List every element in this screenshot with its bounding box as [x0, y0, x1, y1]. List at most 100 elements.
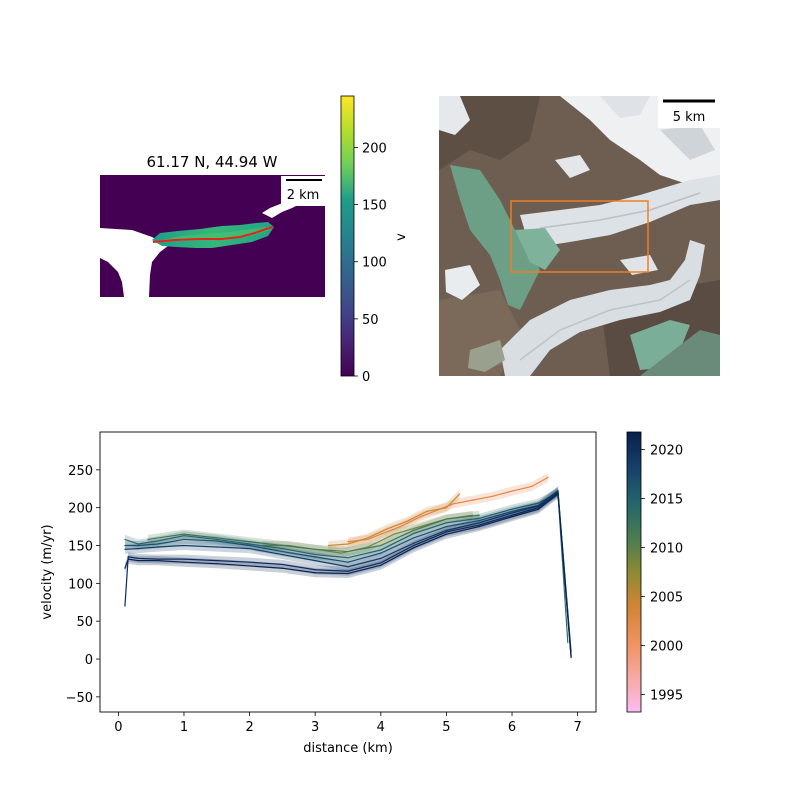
velocity-colorbar-tick-label: 200: [362, 141, 387, 156]
series-point: [281, 553, 283, 556]
series-point: [511, 516, 513, 518]
series-point: [491, 495, 493, 497]
series-point: [314, 560, 316, 562]
map-title: 61.17 N, 44.94 W: [146, 153, 277, 171]
series-point: [183, 561, 185, 563]
series-point: [478, 514, 480, 516]
series-point: [137, 547, 139, 550]
series-point: [124, 544, 126, 547]
velocity-colorbar-tick-label: 0: [362, 370, 370, 385]
year-colorbar: 1995 2000 2005 2010 2015 2020: [626, 431, 683, 713]
series-point: [137, 557, 139, 559]
series-point: [537, 505, 539, 507]
series-point: [314, 569, 316, 571]
ice-field: [600, 96, 650, 118]
series-point: [347, 566, 349, 568]
series-point: [216, 560, 218, 562]
satellite-scalebar-label: 5 km: [673, 110, 706, 125]
y-tick-label: 100: [68, 577, 93, 592]
series-point: [445, 507, 448, 509]
x-tick-label: 6: [508, 720, 516, 735]
series-point: [511, 510, 513, 513]
series-point: [557, 491, 559, 494]
velocity-colorbar: 0 50 100 150 200 v: [340, 95, 409, 385]
series-point: [413, 529, 415, 531]
y-tick-label: 0: [85, 653, 93, 668]
satellite-image-panel: 5 km: [439, 96, 720, 376]
y-tick-label: 50: [76, 615, 93, 630]
proglacial-water: [450, 165, 540, 310]
series-uncertainty-band: [124, 486, 572, 660]
series-point: [445, 525, 448, 528]
series-point: [183, 533, 185, 535]
series-point: [426, 510, 428, 513]
series-point: [445, 518, 448, 520]
series-point: [314, 572, 316, 574]
profile-line: [152, 226, 274, 243]
series-point: [157, 540, 159, 542]
glacier-arm: [520, 175, 720, 248]
x-tick-label: 7: [573, 720, 581, 735]
series-point: [478, 525, 480, 528]
series-point: [386, 528, 388, 530]
series-point: [347, 541, 349, 543]
series-point: [367, 538, 369, 541]
series-point: [445, 533, 448, 535]
y-tick-label: 250: [68, 464, 93, 479]
series-point: [419, 516, 421, 518]
series-point: [216, 538, 218, 541]
y-tick-label: −50: [66, 691, 93, 706]
series-point: [157, 558, 159, 560]
series-point: [419, 525, 421, 528]
nodata-region: [100, 245, 106, 258]
series-point: [127, 558, 129, 560]
series-line-2021: [124, 492, 572, 658]
year-colorbar-tick-label: 2010: [650, 542, 683, 557]
series-point: [537, 507, 539, 509]
series-point: [183, 544, 185, 547]
series-point: [327, 544, 329, 547]
velocity-colorbar-tick-label: 150: [362, 199, 387, 214]
nodata-region: [100, 228, 168, 297]
velocity-colorbar-tick-label: 100: [362, 256, 387, 271]
series-point: [314, 556, 316, 558]
series-point: [445, 531, 448, 533]
map-scalebar: 2 km: [281, 176, 325, 206]
series-line-2001: [328, 493, 460, 547]
x-axis: 0 1 2 3 4 5 6 7: [114, 712, 582, 735]
series-point: [347, 557, 349, 559]
series-point: [347, 570, 349, 572]
year-colorbar-tick-label: 2000: [650, 639, 683, 654]
series-point: [511, 514, 513, 516]
year-colorbar-tick-label: 2005: [650, 590, 683, 605]
series-point: [406, 520, 408, 522]
series-point: [413, 544, 415, 547]
series-point: [183, 558, 185, 560]
velocity-map-panel: 61.17 N, 44.94 W 2 km 0 50 100 150 200 v: [100, 95, 409, 385]
y-axis-label: velocity (m/yr): [40, 524, 55, 619]
series-point: [137, 544, 139, 547]
series-point: [557, 493, 559, 495]
series-point: [380, 562, 382, 564]
study-area-box: [510, 200, 649, 273]
series-point: [281, 550, 283, 553]
series-point: [452, 503, 454, 505]
year-colorbar-tick-label: 1995: [650, 688, 683, 703]
series-point: [413, 537, 415, 539]
series-point: [380, 544, 382, 547]
series-point: [124, 538, 126, 541]
series-point: [147, 538, 149, 541]
profile-plot-area: [124, 472, 572, 663]
y-axis: −50 0 50 100 150 200 250: [66, 464, 100, 706]
series-point: [399, 525, 402, 528]
series-point: [157, 543, 159, 545]
series-point: [314, 548, 316, 550]
series-point: [127, 556, 129, 558]
series-point: [393, 533, 395, 535]
series-point: [478, 517, 480, 519]
series-point: [137, 560, 139, 562]
series-point: [511, 512, 513, 514]
series-point: [124, 548, 126, 550]
series-point: [248, 565, 251, 567]
